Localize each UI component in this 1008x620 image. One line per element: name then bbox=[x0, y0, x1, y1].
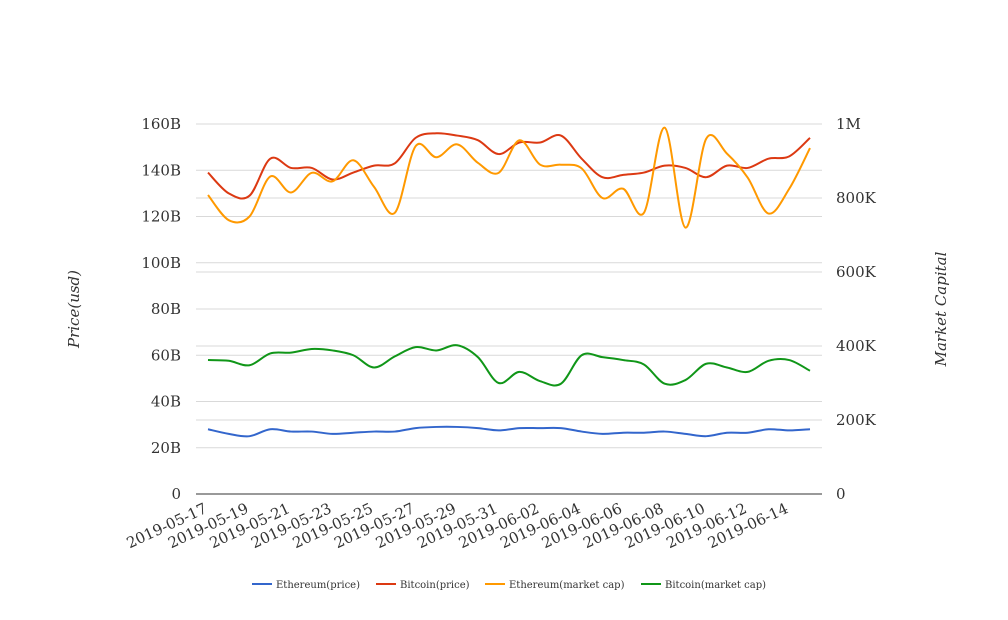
right-tick-label: 600K bbox=[836, 263, 877, 281]
legend: Ethereum(price) Bitcoin(price) Ethereum(ma… bbox=[252, 580, 766, 591]
right-tick-label: 0 bbox=[836, 485, 846, 503]
right-tick-label: 800K bbox=[836, 189, 877, 207]
left-tick-label: 100B bbox=[141, 254, 181, 272]
left-tick-label: 120B bbox=[141, 208, 181, 226]
left-axis-title: Price(usd) bbox=[65, 270, 83, 349]
right-tick-label: 200K bbox=[836, 411, 877, 429]
left-tick-label: 0 bbox=[171, 485, 181, 503]
left-tick-label: 20B bbox=[151, 439, 181, 457]
series-lines bbox=[207, 126, 811, 438]
legend-label: Bitcoin(market cap) bbox=[665, 580, 766, 591]
series-line-bitcoin-market-cap bbox=[207, 344, 811, 387]
right-tick-label: 400K bbox=[836, 337, 877, 355]
left-y-axis-ticks: 0 20B 40B 60B 80B 100B 120B 140B 160B bbox=[141, 115, 181, 503]
legend-label: Bitcoin(price) bbox=[400, 580, 470, 591]
series-line-ethereum-price bbox=[207, 425, 811, 438]
right-axis-title: Market Capital bbox=[932, 251, 950, 367]
left-tick-label: 140B bbox=[141, 161, 181, 179]
legend-label: Ethereum(price) bbox=[276, 580, 360, 591]
right-tick-label: 1M bbox=[836, 115, 861, 133]
gridlines bbox=[196, 123, 822, 449]
right-y-axis-ticks: 0 200K 400K 600K 800K 1M bbox=[836, 115, 877, 503]
series-line-bitcoin-price bbox=[207, 132, 811, 200]
legend-label: Ethereum(market cap) bbox=[509, 580, 625, 591]
left-tick-label: 60B bbox=[151, 346, 181, 364]
left-tick-label: 160B bbox=[141, 115, 181, 133]
series-line-ethereum-market-cap bbox=[207, 126, 811, 229]
left-tick-label: 40B bbox=[151, 393, 181, 411]
x-axis-ticks: 2019-05-172019-05-192019-05-212019-05-23… bbox=[124, 499, 791, 552]
left-tick-label: 80B bbox=[151, 300, 181, 318]
